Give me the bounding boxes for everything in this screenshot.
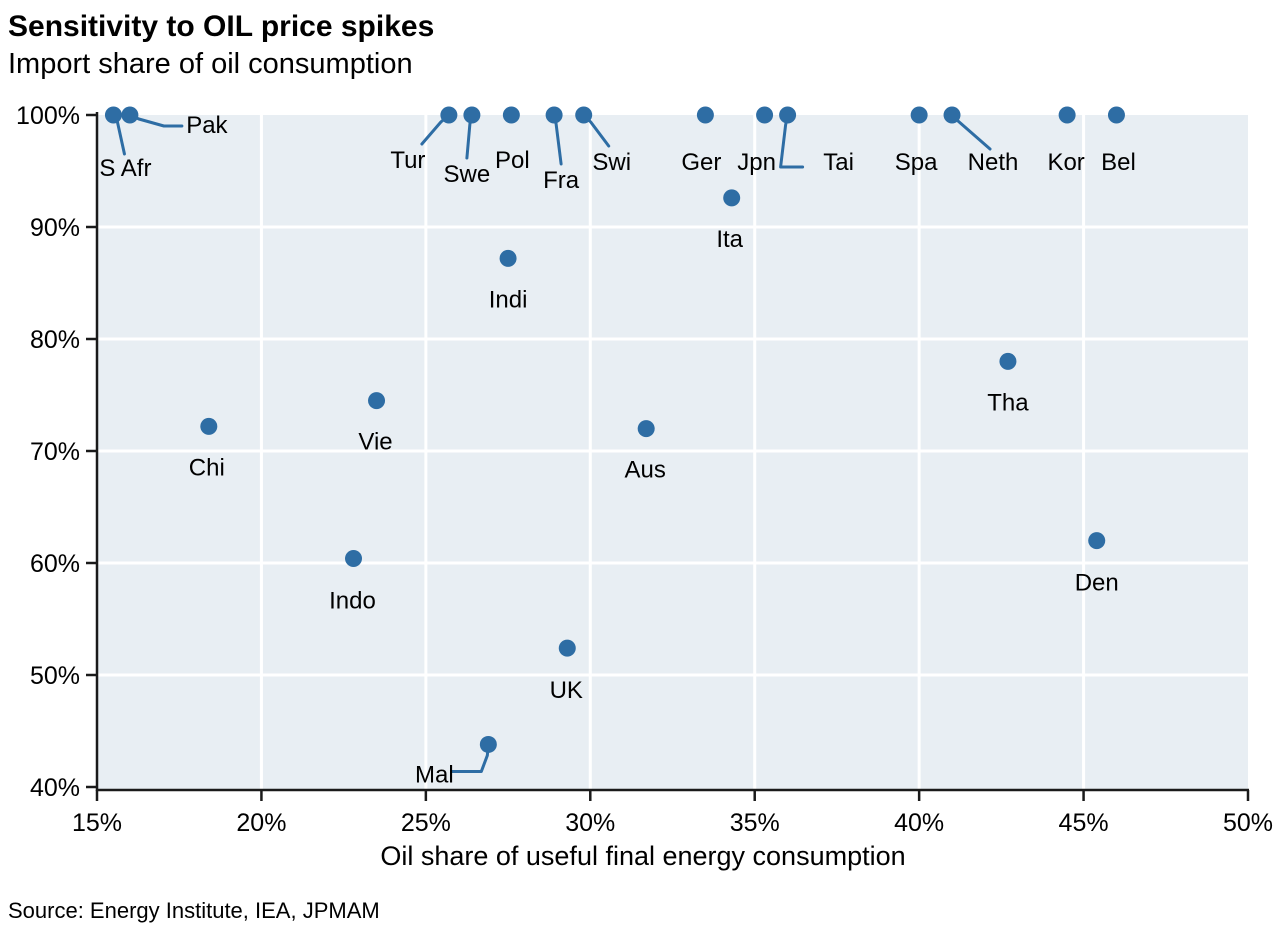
data-point (910, 106, 928, 124)
point-label: Fra (543, 167, 580, 194)
data-point (575, 106, 593, 124)
x-tick-label: 45% (1059, 809, 1109, 837)
point-label: Vie (358, 429, 392, 456)
data-point (723, 189, 741, 207)
point-label: Ger (681, 149, 721, 176)
point-label: Ita (716, 226, 743, 253)
data-point (200, 417, 218, 435)
x-tick-label: 20% (236, 809, 286, 837)
point-label: S Afr (99, 155, 151, 182)
x-tick-label: 40% (894, 809, 944, 837)
point-label: Indi (489, 286, 528, 313)
data-point (440, 106, 458, 124)
data-point (696, 106, 714, 124)
data-point (999, 352, 1017, 370)
x-tick-label: 30% (565, 809, 615, 837)
data-point (943, 106, 961, 124)
point-label: Tur (390, 147, 425, 174)
point-label: Kor (1047, 149, 1084, 176)
data-point (779, 106, 797, 124)
x-axis-title: Oil share of useful final energy consump… (380, 841, 906, 871)
point-label: Indo (329, 588, 376, 615)
point-label: Den (1075, 570, 1119, 597)
source-note: Source: Energy Institute, IEA, JPMAM (8, 898, 380, 923)
y-tick-label: 60% (30, 550, 80, 578)
data-point (558, 639, 576, 657)
data-point (545, 106, 563, 124)
point-label: Mal (415, 761, 454, 788)
y-tick-label: 80% (30, 326, 80, 354)
point-label: Swe (444, 161, 491, 188)
point-label: Neth (968, 149, 1019, 176)
data-point (1088, 532, 1106, 550)
chart-title: Sensitivity to OIL price spikes (8, 10, 435, 43)
data-point (502, 106, 520, 124)
point-label: Aus (625, 457, 666, 484)
x-tick-label: 50% (1223, 809, 1273, 837)
data-point (1107, 106, 1125, 124)
point-label: Bel (1101, 149, 1136, 176)
point-label: Swi (592, 149, 631, 176)
point-label: UK (550, 677, 583, 704)
data-point (345, 550, 363, 568)
point-label: Chi (189, 454, 225, 481)
data-point (479, 735, 497, 753)
y-tick-label: 50% (30, 662, 80, 690)
point-label: Tai (823, 149, 854, 176)
chart-subtitle: Import share of oil consumption (8, 48, 413, 80)
data-point (1058, 106, 1076, 124)
data-point (121, 106, 139, 124)
x-tick-label: 35% (730, 809, 780, 837)
point-label: Jpn (737, 149, 776, 176)
data-point (499, 249, 517, 267)
y-tick-label: 70% (30, 438, 80, 466)
x-tick-label: 15% (72, 809, 122, 837)
data-point (463, 106, 481, 124)
data-point (756, 106, 774, 124)
point-label: Tha (987, 389, 1029, 416)
y-tick-label: 40% (30, 774, 80, 802)
data-point (637, 420, 655, 438)
point-label: Pol (495, 147, 530, 174)
x-tick-label: 25% (401, 809, 451, 837)
data-point (368, 392, 386, 410)
point-label: Spa (895, 149, 938, 176)
y-tick-label: 100% (16, 102, 80, 130)
y-tick-label: 90% (30, 214, 80, 242)
data-point (104, 106, 122, 124)
point-label: Pak (186, 112, 228, 139)
